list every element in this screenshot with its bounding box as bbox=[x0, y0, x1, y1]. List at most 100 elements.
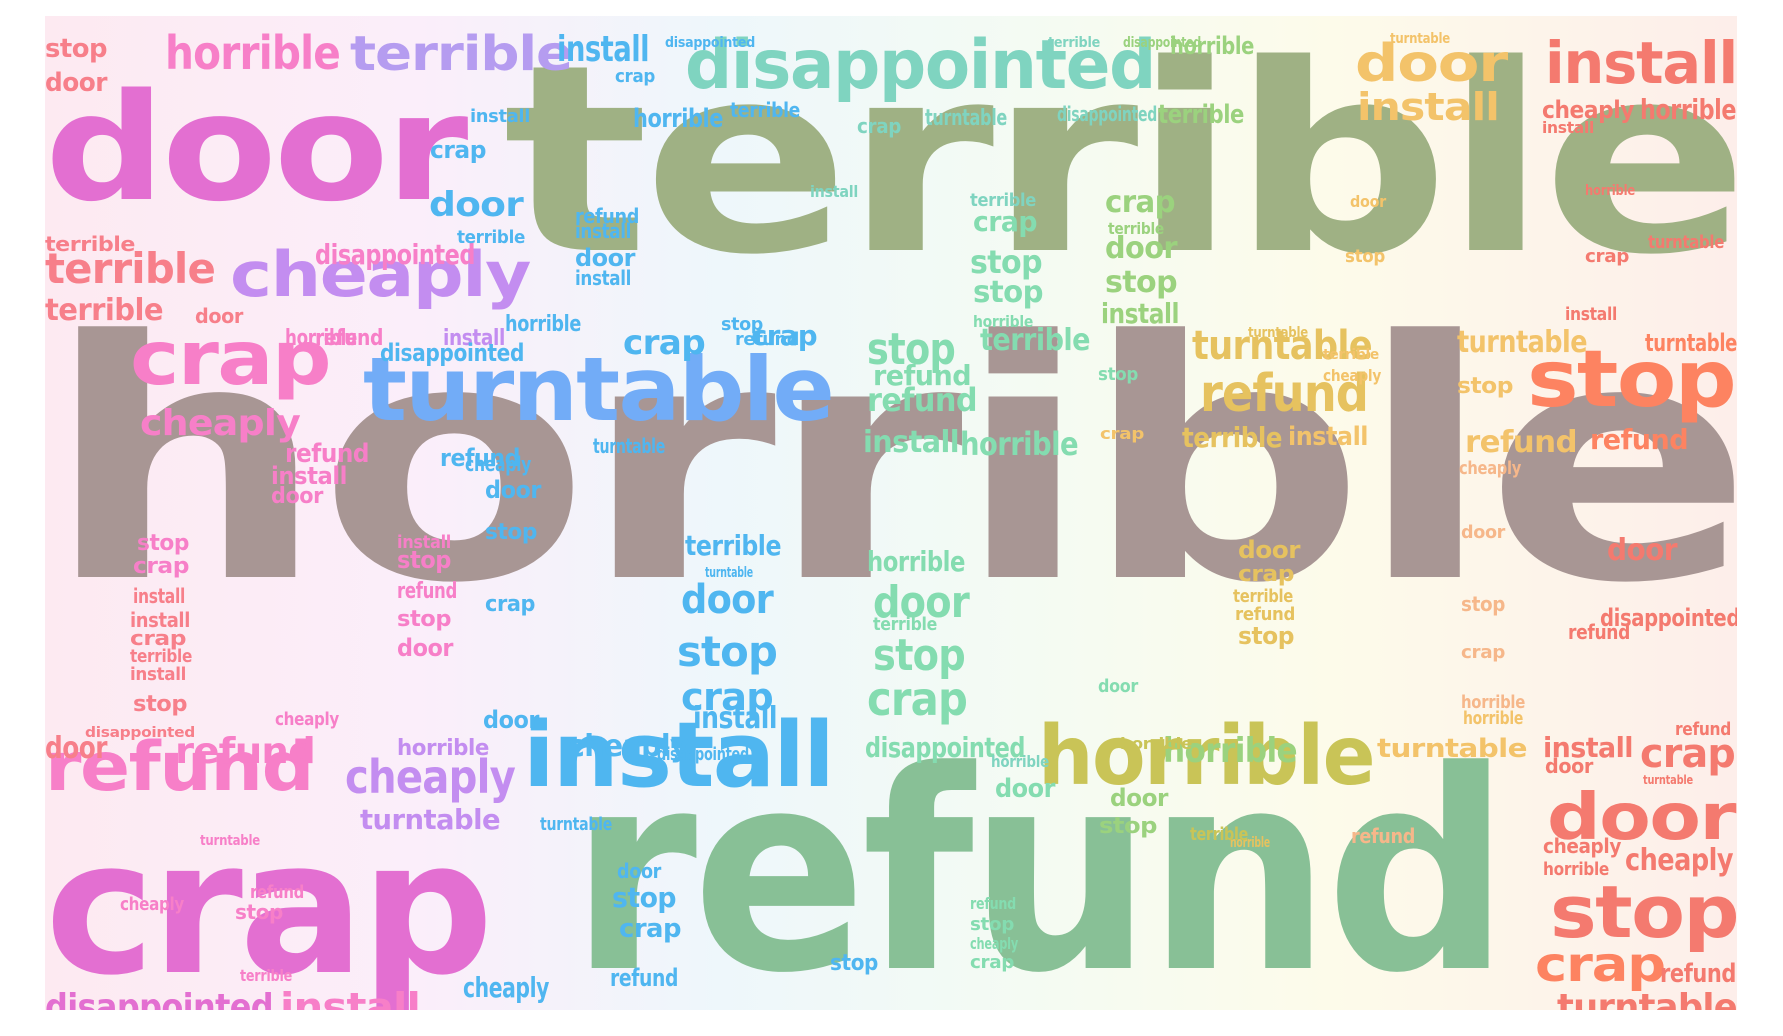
cloud-word-horrible: horrible bbox=[633, 104, 723, 134]
cloud-word-refund: refund bbox=[315, 326, 383, 351]
cloud-word-terrible: terrible bbox=[1048, 35, 1100, 51]
cloud-word-disappointed: disappointed bbox=[657, 744, 749, 765]
cloud-word-horrible: horrible bbox=[1038, 709, 1376, 804]
cloud-word-horrible: horrible bbox=[973, 312, 1033, 331]
cloud-word-door: door bbox=[1461, 522, 1505, 543]
cloud-word-stop: stop bbox=[1461, 592, 1505, 616]
cloud-word-door: door bbox=[575, 244, 635, 272]
cloud-word-cheaply: cheaply bbox=[1323, 366, 1381, 385]
cloud-word-disappointed: disappointed bbox=[380, 339, 524, 367]
cloud-word-crap: crap bbox=[1461, 642, 1505, 663]
cloud-word-door: door bbox=[1545, 754, 1593, 778]
cloud-word-stop: stop bbox=[45, 34, 108, 64]
cloud-word-turntable: turntable bbox=[360, 803, 501, 836]
cloud-word-cheaply: cheaply bbox=[140, 403, 301, 444]
cloud-word-turntable: turntable bbox=[540, 814, 612, 835]
cloud-word-horrible: horrible bbox=[1463, 708, 1523, 729]
cloud-word-door: door bbox=[1547, 781, 1737, 855]
cloud-word-terrible: terrible bbox=[873, 614, 937, 635]
cloud-word-install: install bbox=[443, 326, 505, 351]
cloud-word-disappointed: disappointed bbox=[1123, 35, 1201, 51]
cloud-word-stop: stop bbox=[1345, 246, 1385, 267]
cloud-word-turntable: turntable bbox=[705, 565, 753, 581]
cloud-word-install: install bbox=[863, 425, 960, 460]
cloud-word-install: install bbox=[523, 703, 835, 808]
cloud-word-refund: refund bbox=[1200, 364, 1369, 424]
cloud-word-disappointed: disappointed bbox=[865, 731, 1025, 764]
cloud-word-install: install bbox=[1101, 297, 1179, 330]
cloud-word-door: door bbox=[1105, 231, 1178, 266]
cloud-word-install: install bbox=[557, 29, 650, 70]
cloud-word-refund: refund bbox=[1465, 425, 1578, 460]
cloud-word-disappointed: disappointed bbox=[1600, 604, 1737, 632]
cloud-word-turntable: turntable bbox=[1645, 329, 1737, 357]
cloud-word-cheaply: cheaply bbox=[275, 709, 339, 730]
cloud-word-stop: stop bbox=[721, 314, 763, 335]
cloud-word-turntable: turntable bbox=[363, 338, 835, 441]
cloud-word-cheaply: cheaply bbox=[568, 729, 689, 764]
cloud-word-turntable: turntable bbox=[1192, 323, 1373, 369]
cloud-word-turntable: turntable bbox=[1457, 325, 1588, 360]
cloud-word-horrible: horrible bbox=[1163, 731, 1298, 771]
cloud-word-disappointed: disappointed bbox=[315, 238, 475, 271]
cloud-word-stop: stop bbox=[485, 520, 537, 545]
cloud-word-door: door bbox=[1098, 676, 1138, 697]
cloud-word-terrible: terrible bbox=[1108, 219, 1164, 238]
cloud-word-terrible: terrible bbox=[980, 323, 1091, 358]
cloud-word-stop: stop bbox=[1457, 374, 1513, 399]
cloud-word-install: install bbox=[1565, 304, 1617, 325]
cloud-word-turntable: turntable bbox=[1643, 773, 1693, 787]
cloud-word-turntable: turntable bbox=[1390, 31, 1450, 47]
cloud-word-disappointed: disappointed bbox=[45, 987, 274, 1011]
cloud-word-door: door bbox=[45, 62, 468, 234]
cloud-word-install: install bbox=[1545, 29, 1737, 97]
cloud-word-terrible: terrible bbox=[970, 190, 1036, 211]
cloud-word-cheaply: cheaply bbox=[120, 894, 184, 915]
cloud-word-crap: crap bbox=[751, 319, 818, 352]
cloud-word-stop: stop bbox=[397, 607, 451, 632]
cloud-word-horrible: horrible bbox=[1585, 183, 1635, 199]
cloud-word-terrible: terrible bbox=[503, 16, 1737, 312]
cloud-word-crap: crap bbox=[1585, 246, 1629, 267]
cloud-word-terrible: terrible bbox=[130, 646, 192, 667]
cloud-word-stop: stop bbox=[830, 951, 878, 976]
cloud-word-stop: stop bbox=[970, 914, 1014, 935]
cloud-word-door: door bbox=[195, 304, 243, 328]
cloud-word-horrible: horrible bbox=[1170, 32, 1254, 60]
cloud-word-refund: refund bbox=[1590, 423, 1689, 456]
cloud-word-install: install bbox=[1288, 422, 1368, 452]
cloud-word-crap: crap bbox=[430, 136, 486, 164]
cloud-word-horrible: horrible bbox=[505, 312, 581, 337]
cloud-word-terrible: terrible bbox=[730, 98, 800, 122]
cloud-word-stop: stop bbox=[1238, 622, 1294, 650]
cloud-word-crap: crap bbox=[485, 592, 535, 617]
cloud-word-terrible: terrible bbox=[45, 244, 216, 293]
cloud-word-turntable: turntable bbox=[1377, 734, 1528, 764]
cloud-word-crap: crap bbox=[45, 800, 494, 1010]
cloud-word-stop: stop bbox=[1550, 870, 1737, 954]
cloud-word-stop: stop bbox=[1099, 814, 1157, 839]
cloud-word-install: install bbox=[1357, 85, 1500, 129]
cloud-word-refund: refund bbox=[397, 579, 457, 604]
cloud-word-door: door bbox=[271, 484, 323, 509]
cloud-word-horrible: horrible bbox=[1120, 734, 1192, 753]
cloud-word-stop: stop bbox=[133, 692, 187, 717]
cloud-word-stop: stop bbox=[235, 900, 283, 924]
cloud-word-crap: crap bbox=[970, 952, 1014, 973]
cloud-word-stop: stop bbox=[1105, 265, 1178, 300]
cloud-word-horrible: horrible bbox=[1230, 835, 1270, 851]
cloud-word-cheaply: cheaply bbox=[345, 750, 516, 804]
cloud-word-door: door bbox=[483, 706, 539, 734]
cloud-word-terrible: terrible bbox=[1158, 100, 1244, 130]
cloud-word-cheaply: cheaply bbox=[1542, 96, 1634, 124]
cloud-word-door: door bbox=[397, 634, 453, 662]
cloud-word-door: door bbox=[873, 577, 970, 628]
cloud-word-stop: stop bbox=[1098, 364, 1138, 385]
cloud-word-turntable: turntable bbox=[593, 434, 665, 458]
cloud-word-stop: stop bbox=[397, 546, 451, 574]
cloud-word-horrible: horrible bbox=[1461, 692, 1525, 713]
cloud-word-crap: crap bbox=[681, 675, 774, 719]
cloud-word-horrible: horrible bbox=[960, 425, 1079, 463]
cloud-word-terrible: terrible bbox=[45, 232, 135, 256]
cloud-word-door: door bbox=[485, 476, 541, 504]
